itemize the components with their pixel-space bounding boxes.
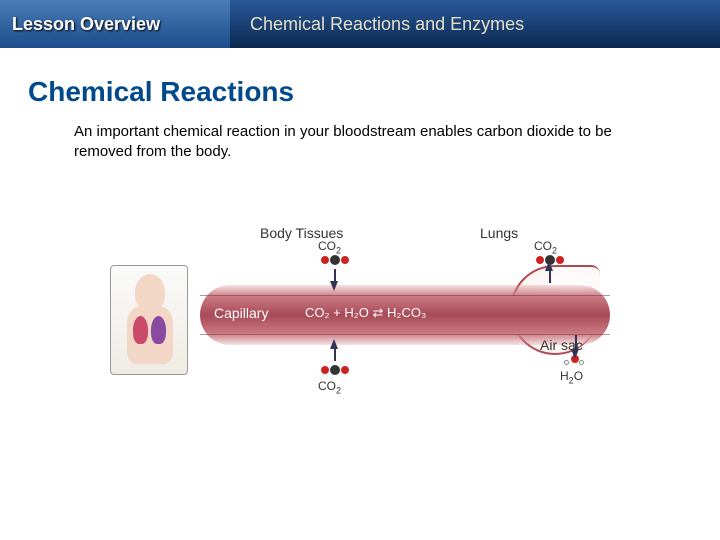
lesson-overview-text: Lesson Overview bbox=[12, 14, 160, 35]
oxygen-atom-icon bbox=[341, 256, 349, 264]
header-topic-text: Chemical Reactions and Enzymes bbox=[250, 14, 524, 35]
co2-molecule-icon bbox=[325, 363, 345, 377]
lung-right-icon bbox=[151, 316, 166, 344]
h2o-label-lungs: H2O bbox=[560, 369, 583, 385]
oxygen-atom-icon bbox=[321, 366, 329, 374]
arrow-down-icon bbox=[330, 281, 338, 291]
oxygen-atom-icon bbox=[556, 256, 564, 264]
oxygen-atom-icon bbox=[321, 256, 329, 264]
carbon-atom-icon bbox=[330, 255, 340, 265]
label-capillary: Capillary bbox=[214, 305, 268, 321]
hydrogen-atom-icon bbox=[564, 360, 569, 365]
arrow-line bbox=[549, 269, 551, 283]
co2-molecule-icon bbox=[325, 253, 345, 267]
carbon-atom-icon bbox=[330, 365, 340, 375]
oxygen-atom-icon bbox=[536, 256, 544, 264]
arrow-line bbox=[334, 347, 336, 361]
lesson-overview-label: Lesson Overview bbox=[0, 0, 230, 48]
co2-label-bottom: CO2 bbox=[318, 379, 341, 395]
equation-text: CO₂ + H₂O ⇄ H₂CO₃ bbox=[305, 305, 426, 321]
hydrogen-atom-icon bbox=[579, 360, 584, 365]
label-lungs: Lungs bbox=[480, 225, 518, 241]
arrow-up-icon bbox=[545, 261, 553, 271]
header-topic-bar: Chemical Reactions and Enzymes bbox=[230, 0, 720, 48]
arrow-up-icon bbox=[330, 339, 338, 349]
anatomy-inset bbox=[110, 265, 188, 375]
header-bar: Lesson Overview Chemical Reactions and E… bbox=[0, 0, 720, 48]
oxygen-atom-icon bbox=[341, 366, 349, 374]
label-air-sac: Air sac bbox=[540, 337, 583, 353]
section-body-text: An important chemical reaction in your b… bbox=[74, 122, 634, 163]
figure-capillary-exchange: Body Tissues Lungs Capillary CO₂ + H₂O ⇄… bbox=[110, 225, 610, 425]
section-heading: Chemical Reactions bbox=[28, 76, 720, 108]
anatomy-head bbox=[135, 274, 165, 310]
lung-left-icon bbox=[133, 316, 148, 344]
